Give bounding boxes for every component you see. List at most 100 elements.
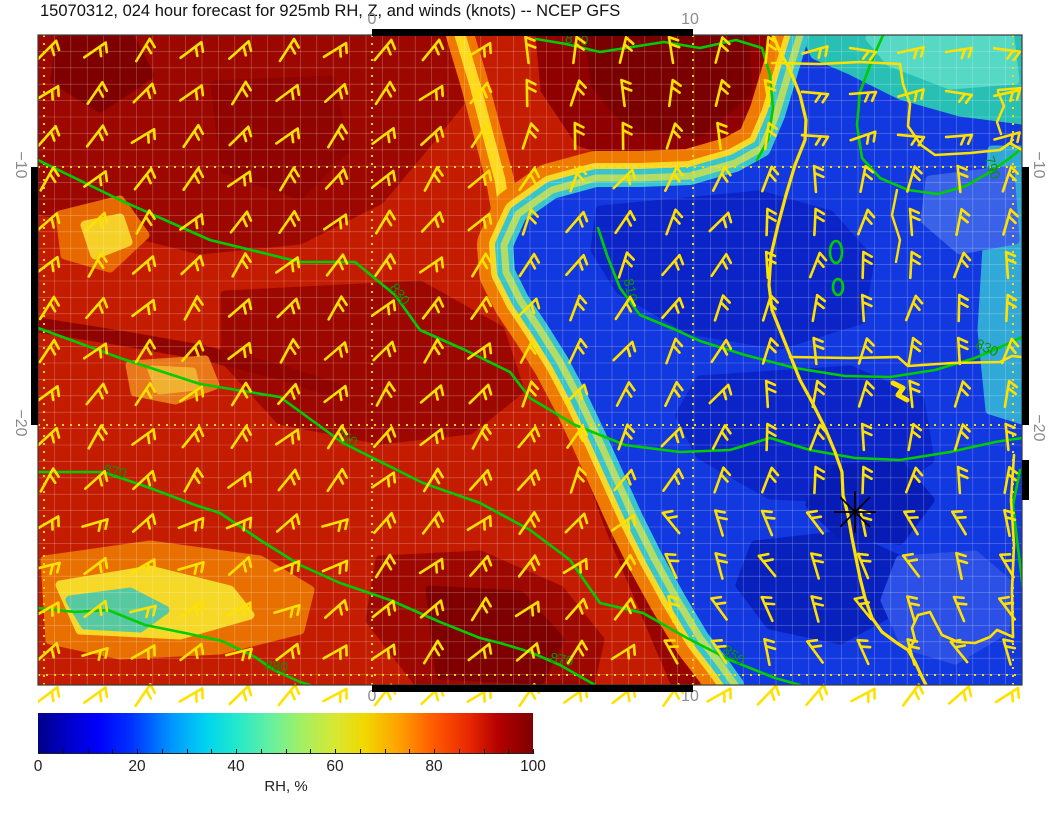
wind-barb [521,208,540,236]
wind-barb [813,465,826,495]
wind-barb [848,90,878,103]
wind-barb [370,471,397,489]
wind-barb [420,211,445,233]
wind-barb [422,639,444,665]
wind-barb [710,595,728,621]
wind-barb [763,637,777,667]
wind-barb [129,604,157,619]
geo-border-knot [890,380,910,403]
wind-barb [38,338,61,364]
axis-tick-label: 10 [681,11,699,28]
wind-barb [179,40,205,60]
colorbar-tick-label: 0 [33,758,43,775]
wind-barb [38,515,60,531]
wind-barb [566,639,589,665]
wind-barb [665,208,684,236]
wind-barb [568,337,588,365]
wind-barb [565,210,589,234]
wind-barb [856,208,876,236]
wind-barb [572,35,586,65]
wind-barb [226,170,253,188]
wind-barb [38,601,60,617]
wind-barb [810,552,825,580]
wind-barb [226,601,252,617]
wind-barb [38,295,61,321]
wind-barb [618,36,635,64]
wind-barb [853,595,873,621]
wind-barb [569,466,588,494]
wind-barb [999,553,1015,579]
wind-barb [229,210,253,234]
wind-barb [708,383,733,405]
wind-barb [564,383,589,405]
wind-barb [467,212,493,232]
wind-barb [660,426,685,448]
colorbar [38,713,534,754]
wind-barb [665,122,684,150]
wind-barb [621,121,633,151]
svg-text:810: 810 [621,277,642,303]
wind-barb [230,80,252,106]
wind-barb [131,428,157,446]
station-marker [834,491,876,533]
wind-barb [371,299,397,317]
wind-barb [956,465,969,495]
wind-barb [230,381,253,407]
wind-barb [573,121,585,151]
colorbar-minor-tick [161,749,163,754]
wind-barb [614,553,637,579]
wind-barb [662,468,685,492]
wind-barb [565,253,589,277]
wind-barb [569,79,588,107]
wind-barb [421,511,445,535]
wind-barb [667,35,681,65]
wind-barb [227,298,253,318]
wind-barb [277,468,301,492]
wind-barb [521,380,540,408]
wind-barb [228,125,253,147]
colorbar-minor-tick [409,749,411,754]
wind-barb [994,686,1021,704]
wind-barb [708,211,733,233]
wind-barb [274,428,301,446]
wind-barb [182,123,205,149]
wind-barb [953,251,972,279]
wind-barb [371,599,397,619]
wind-barb [323,341,349,361]
wind-barb [813,207,826,237]
wind-barb [957,293,970,323]
wind-barb [956,336,969,366]
wind-barb [992,46,1022,61]
colorbar-tick-label: 20 [128,758,146,775]
wind-barb [327,295,348,321]
wind-barb [178,385,205,403]
wind-barb [524,35,537,65]
wind-barb [569,294,588,322]
wind-barb [373,38,397,62]
wind-barb [613,468,637,492]
wind-barb [850,687,876,704]
wind-barb [613,597,637,621]
geo-coastline [767,35,928,685]
wind-barb [38,212,61,232]
wind-barb [710,338,733,364]
wind-barb [177,561,205,576]
wind-barb [273,559,301,575]
wind-barb [857,380,875,408]
wind-barb [904,294,924,322]
wind-barb [944,133,974,146]
wind-barb [38,124,61,148]
wind-barb [323,384,349,404]
wind-barb [466,41,492,59]
wind-barb [470,596,493,622]
wind-barb [81,647,109,662]
wind-barb [470,296,493,320]
wind-barb [663,639,680,665]
wind-barb [132,82,157,104]
colorbar-minor-tick [260,749,262,754]
wind-barb [86,80,109,106]
wind-barb [228,684,253,706]
wind-barb [811,293,827,323]
colorbar-minor-tick [62,749,64,754]
